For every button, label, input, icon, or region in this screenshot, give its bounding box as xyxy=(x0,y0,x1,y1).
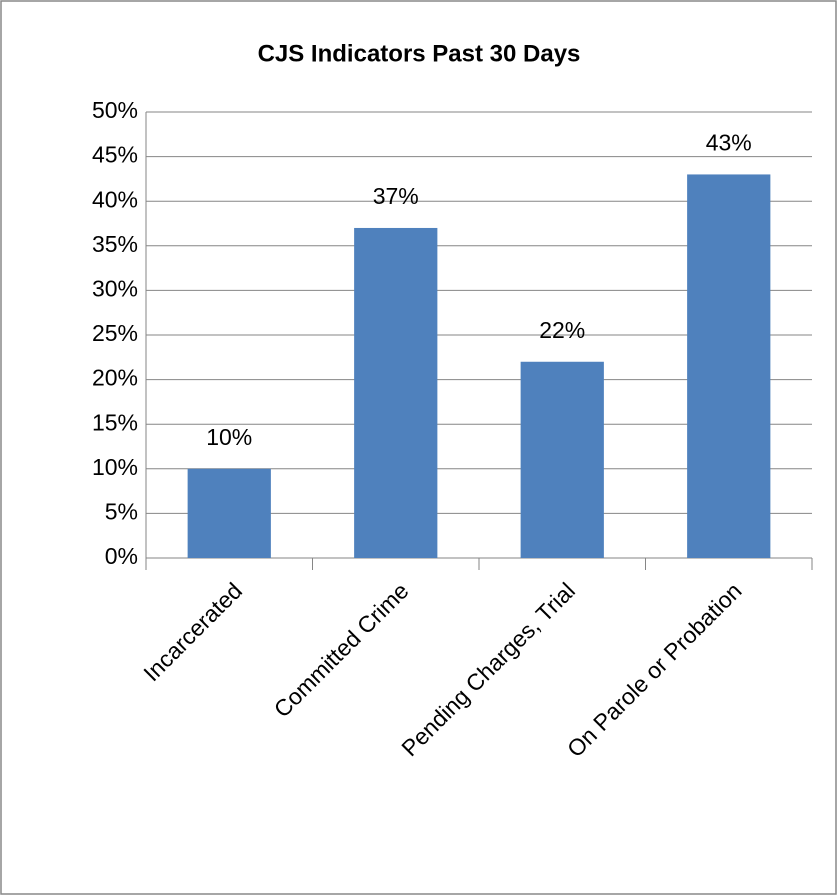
y-tick-label: 45% xyxy=(92,142,138,168)
y-tick-label: 30% xyxy=(92,275,138,301)
bar xyxy=(687,174,771,558)
y-tick-label: 50% xyxy=(92,97,138,123)
data-label: 10% xyxy=(206,424,252,450)
bar xyxy=(520,361,604,558)
bar xyxy=(187,468,271,558)
y-tick-label: 20% xyxy=(92,365,138,391)
y-tick-label: 35% xyxy=(92,231,138,257)
chart-title: CJS Indicators Past 30 Days xyxy=(258,40,581,67)
data-label: 43% xyxy=(706,130,752,156)
y-tick-label: 0% xyxy=(105,543,138,569)
data-label: 22% xyxy=(539,317,585,343)
bar xyxy=(354,227,438,558)
y-tick-label: 40% xyxy=(92,186,138,212)
y-tick-label: 5% xyxy=(105,498,138,524)
data-label: 37% xyxy=(373,183,419,209)
y-tick-label: 25% xyxy=(92,320,138,346)
y-tick-label: 15% xyxy=(92,409,138,435)
y-tick-label: 10% xyxy=(92,454,138,480)
